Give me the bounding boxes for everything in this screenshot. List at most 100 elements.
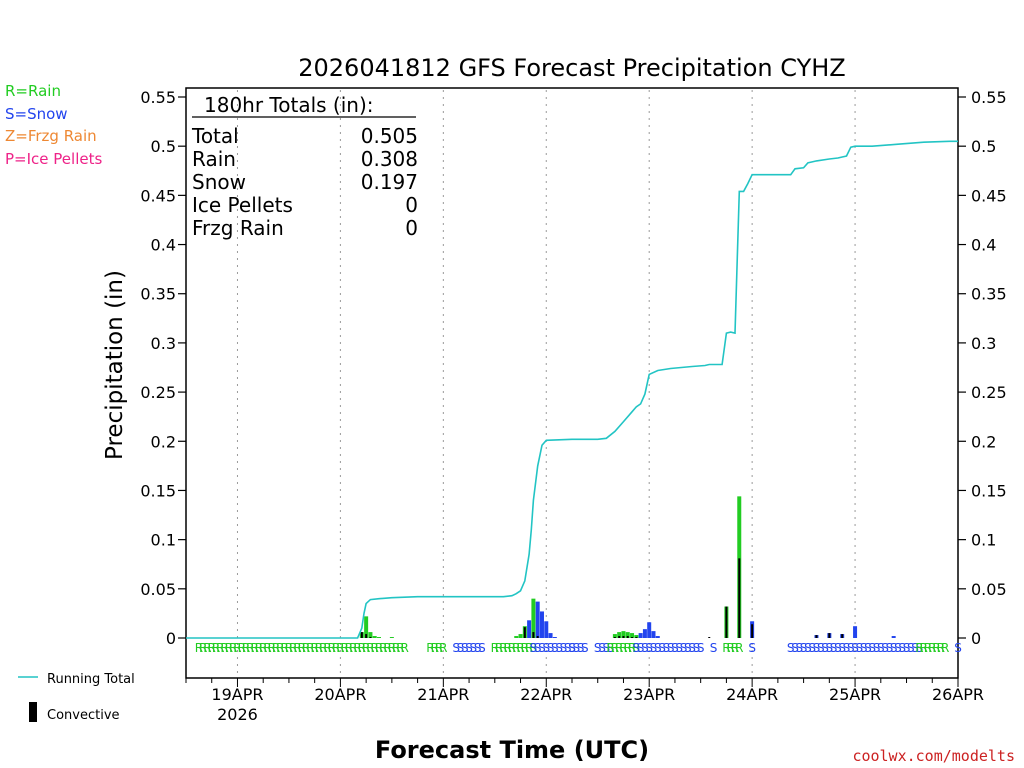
ptype-letter: S: [547, 641, 555, 655]
ptype-letter: R: [233, 641, 241, 655]
ptype-letter: R: [932, 641, 940, 655]
ptype-letter: S: [551, 641, 559, 655]
ptype-letter: S: [693, 641, 701, 655]
ptype-letter: S: [560, 641, 568, 655]
rain-bar: [372, 636, 377, 638]
ptype-letter: R: [302, 641, 310, 655]
ptype-letter: R: [611, 641, 619, 655]
x-gridlines: [236, 90, 856, 678]
ptype-letter: S: [654, 641, 662, 655]
x-tick-label: 25APR: [829, 685, 881, 704]
convective-bar: [613, 637, 616, 638]
ptype-letter: S: [886, 641, 894, 655]
ptype-letter: R: [383, 641, 391, 655]
ptype-letter: R: [606, 641, 614, 655]
ptype-letter: S: [787, 641, 795, 655]
convective-bar: [626, 636, 629, 638]
ptype-letter: R: [521, 641, 529, 655]
ptype-letter: S: [821, 641, 829, 655]
ptype-letter: S: [710, 641, 718, 655]
ptype-letter: R: [379, 641, 387, 655]
totals-label-ice-pellets: Ice Pellets: [192, 193, 293, 217]
ptype-letter: R: [396, 641, 404, 655]
y-tick-label-left: 0.55: [140, 88, 176, 107]
y-tick-label-left: 0.45: [140, 186, 176, 205]
totals-box: 180hr Totals (in): Total 0.505 Rain 0.30…: [191, 93, 418, 240]
ptype-letter: S: [465, 641, 473, 655]
ptype-letter: S: [577, 641, 585, 655]
y-tick-label-right: 0.1: [971, 531, 996, 550]
y-tick-label-left: 0.2: [151, 432, 176, 451]
snow-bar: [535, 601, 540, 638]
ptype-letter: S: [457, 641, 465, 655]
x-tick-label: 23APR: [623, 685, 675, 704]
snow-bar: [891, 636, 896, 638]
rain-bar: [368, 632, 373, 638]
ptype-letter: S: [800, 641, 808, 655]
x-tick-label: 24APR: [726, 685, 778, 704]
ptype-letter: S: [663, 641, 671, 655]
ptype-letter: S: [877, 641, 885, 655]
y-tick-label-right: 0.35: [971, 285, 1007, 304]
ptype-letter: R: [375, 641, 383, 655]
ptype-letter: R: [242, 641, 250, 655]
ptype-letter: R: [220, 641, 228, 655]
ptype-letter: S: [572, 641, 580, 655]
ptype-letter: R: [388, 641, 396, 655]
ptype-letter: S: [568, 641, 576, 655]
ptype-letter: R: [208, 641, 216, 655]
rain-bar: [514, 636, 519, 638]
ptype-letter: S: [856, 641, 864, 655]
snow-bar: [527, 620, 532, 638]
y-axis-label: Precipitation (in): [102, 270, 128, 460]
ptype-letter: R: [735, 641, 743, 655]
ptype-letter: S: [873, 641, 881, 655]
y-tick-label-right: 0.2: [971, 432, 996, 451]
snow-bar: [552, 637, 557, 638]
ptype-letter: R: [915, 641, 923, 655]
ptype-letter: R: [624, 641, 632, 655]
ptype-letter: R: [212, 641, 220, 655]
bottom-legend: Running Total Convective: [18, 672, 135, 723]
convective-bar: [738, 558, 741, 638]
ptype-letter: S: [864, 641, 872, 655]
ptype-letter: R: [328, 641, 336, 655]
snow-bar: [539, 611, 544, 638]
ptype-letter: S: [843, 641, 851, 655]
convective-bars: [360, 558, 844, 638]
ptype-letter: S: [890, 641, 898, 655]
ptype-letter: S: [658, 641, 666, 655]
ptype-letter: R: [727, 641, 735, 655]
y-tick-label-right: 0.5: [971, 137, 996, 156]
ptype-letter: S: [808, 641, 816, 655]
convective-legend: Convective: [47, 708, 120, 723]
y-tick-label-left: 0.4: [151, 236, 176, 255]
rain-bar: [625, 632, 630, 638]
ptype-letter: S: [916, 641, 924, 655]
ptype-letter: S: [598, 641, 606, 655]
ptype-letter: S: [461, 641, 469, 655]
ptype-letter: R: [246, 641, 254, 655]
legend-rain: R=Rain: [5, 82, 61, 100]
x-axis-label: Forecast Time (UTC): [375, 736, 649, 764]
ptype-letter: S: [847, 641, 855, 655]
ptype-letter: R: [323, 641, 331, 655]
convective-bar: [360, 632, 363, 638]
ptype-letter: R: [229, 641, 237, 655]
y-tick-label-left: 0: [166, 629, 176, 648]
rain-bar: [630, 633, 635, 638]
ptype-letter: R: [353, 641, 361, 655]
legend-freezing-rain: Z=Frzg Rain: [5, 127, 97, 145]
convective-bar: [751, 624, 754, 638]
snow-bar: [548, 633, 553, 638]
y-axis-right: 0 0.05 0.1 0.15 0.2 0.25 0.3 0.35 0.4 0.45 0.5 0.55: [958, 88, 1007, 648]
x-tick-label: 26APR: [932, 685, 984, 704]
rain-bar: [621, 631, 626, 638]
ptype-letter: R: [310, 641, 318, 655]
ptype-letter: R: [289, 641, 297, 655]
ptype-letter: S: [834, 641, 842, 655]
ptype-letter: R: [619, 641, 627, 655]
ptype-letter: R: [731, 641, 739, 655]
ptype-letter: R: [362, 641, 370, 655]
